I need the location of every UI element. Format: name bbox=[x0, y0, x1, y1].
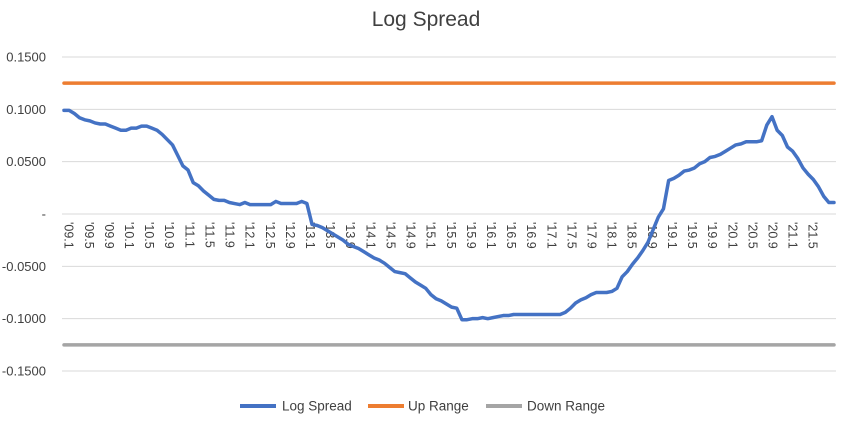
y-axis-ticks: 0.1500 0.1000 0.0500 - -0.0500 -0.1000 -0.1500 bbox=[2, 50, 46, 379]
x-tick-label: '11.1 bbox=[182, 222, 196, 248]
gridlines bbox=[62, 56, 836, 372]
y-tick-label: -0.1000 bbox=[2, 311, 46, 326]
x-tick-label: '10.9 bbox=[162, 222, 176, 249]
x-tick-label: '19.1 bbox=[665, 222, 679, 249]
x-tick-label: '15.5 bbox=[444, 222, 458, 249]
series-log-spread bbox=[62, 108, 836, 322]
x-axis-ticks: '09.1 '09.5 '09.9 '10.1 '10.5 '10.9 '11.1 '11.5… bbox=[62, 222, 820, 249]
legend: Log Spread Up Range Down Range bbox=[240, 399, 605, 414]
y-tick-label: 0.0500 bbox=[6, 154, 46, 169]
x-tick-label: '21.5 bbox=[806, 222, 820, 249]
chart-title: Log Spread bbox=[371, 8, 481, 31]
x-tick-label: '17.9 bbox=[585, 222, 599, 249]
x-tick-label: '09.1 bbox=[62, 222, 76, 249]
x-tick-label: '15.9 bbox=[464, 222, 478, 249]
x-tick-label: '12.1 bbox=[243, 222, 257, 249]
y-tick-label: 0.1500 bbox=[6, 50, 46, 65]
x-tick-label: '17.5 bbox=[564, 222, 578, 249]
x-tick-label: '11.5 bbox=[202, 222, 216, 248]
x-tick-label: '14.9 bbox=[404, 222, 418, 249]
x-tick-label: '10.5 bbox=[142, 222, 156, 249]
x-tick-label: '09.5 bbox=[82, 222, 96, 249]
x-tick-label: '11.9 bbox=[223, 222, 237, 248]
x-tick-label: '14.1 bbox=[363, 222, 377, 249]
legend-label-down-range: Down Range bbox=[527, 399, 605, 414]
y-tick-label: -0.0500 bbox=[2, 259, 46, 274]
x-tick-label: '20.5 bbox=[745, 222, 759, 249]
x-tick-label: '15.1 bbox=[424, 222, 438, 249]
x-tick-label: '12.5 bbox=[263, 222, 277, 249]
x-tick-label: '19.5 bbox=[685, 222, 699, 249]
x-tick-label: '19.9 bbox=[705, 222, 719, 249]
legend-label-up-range: Up Range bbox=[408, 399, 469, 414]
x-tick-label: '16.1 bbox=[484, 222, 498, 249]
x-tick-label: '18.1 bbox=[605, 222, 619, 249]
y-tick-label: - bbox=[42, 207, 46, 222]
x-tick-label: '18.5 bbox=[625, 222, 639, 249]
x-tick-label: '10.1 bbox=[122, 222, 136, 249]
legend-label-log-spread: Log Spread bbox=[282, 399, 352, 414]
x-tick-label: '13.1 bbox=[303, 222, 317, 249]
x-tick-label: '20.1 bbox=[725, 222, 739, 249]
x-tick-label: '16.5 bbox=[504, 222, 518, 249]
x-tick-label: '17.1 bbox=[544, 222, 558, 249]
x-tick-label: '20.9 bbox=[765, 222, 779, 249]
x-tick-label: '09.9 bbox=[102, 222, 116, 249]
y-tick-label: -0.1500 bbox=[2, 364, 46, 379]
y-tick-label: 0.1000 bbox=[6, 102, 46, 117]
x-tick-label: '12.9 bbox=[283, 222, 297, 249]
x-tick-label: '16.9 bbox=[524, 222, 538, 249]
series-lines bbox=[62, 81, 836, 347]
x-tick-label: '21.1 bbox=[786, 222, 800, 249]
x-tick-label: '14.5 bbox=[383, 222, 397, 249]
